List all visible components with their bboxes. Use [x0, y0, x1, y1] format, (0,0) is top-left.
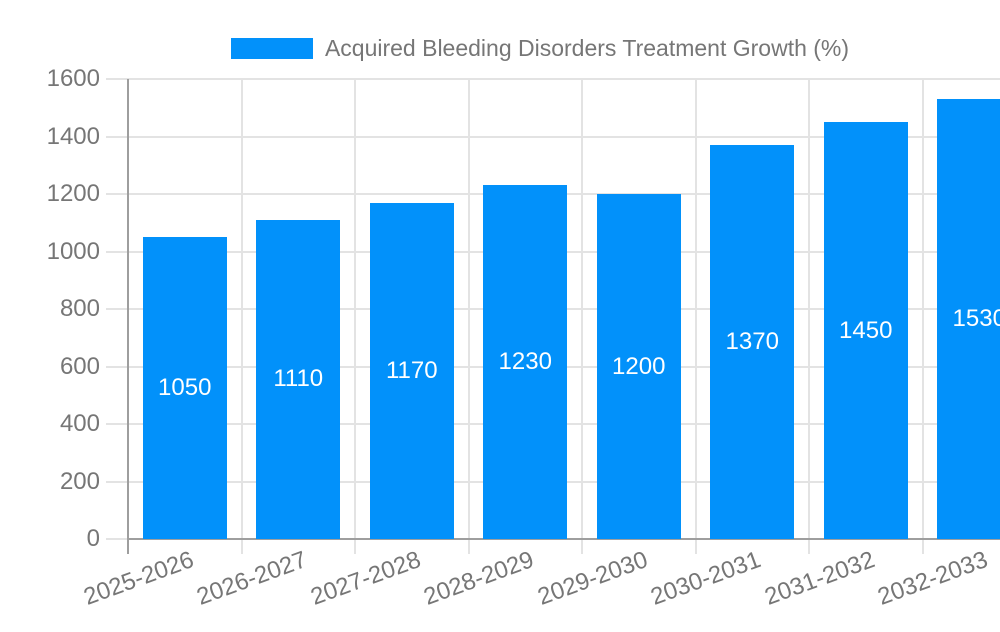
y-tick-label: 400: [59, 410, 100, 437]
bar-value-label: 1170: [385, 356, 438, 384]
y-tick-label: 800: [59, 295, 100, 322]
y-gridline: [106, 78, 1000, 80]
bar-value-label: 1200: [612, 352, 666, 380]
y-tick-label: 0: [86, 525, 100, 552]
y-tick-label: 1400: [46, 122, 100, 150]
y-tick-label: 600: [59, 352, 100, 380]
x-tick-label: 2025-2026: [80, 546, 198, 611]
plot-area: 0 200 400 600 800 1000 1200 1400 1600 1050 1110 117…: [40, 16, 1000, 616]
y-tick-label: 200: [59, 467, 100, 495]
bar-value-label: 1370: [725, 328, 779, 356]
bar: 1450: [823, 122, 908, 539]
x-tick-label: 2026-2027: [193, 546, 311, 611]
bar-value-label: 1450: [839, 316, 893, 344]
x-gridline: [921, 79, 924, 554]
bar: 1170: [369, 202, 454, 539]
x-tick-label: 2032-2033: [874, 546, 992, 611]
x-gridline: [581, 79, 583, 554]
y-tick-label: 1600: [46, 65, 100, 92]
bar-value-label: 1050: [158, 374, 212, 402]
y-gridline: [106, 135, 1000, 138]
y-axis-line: [127, 79, 129, 554]
bar: 1230: [483, 185, 568, 539]
chart-legend-item[interactable]: Acquired Bleeding Disorders Treatment Gr…: [40, 35, 1000, 61]
bar: 1370: [710, 145, 795, 539]
y-tick-label: 1000: [46, 237, 100, 265]
bar: 1050: [142, 237, 227, 539]
bar: 1110: [256, 219, 341, 539]
x-tick-label: 2031-2032: [761, 546, 879, 611]
x-tick-label: 2027-2028: [307, 546, 425, 611]
bar-chart: Acquired Bleeding Disorders Treatment Gr…: [40, 16, 1000, 616]
x-axis-line: [128, 538, 1000, 540]
bar: 1530: [937, 99, 1000, 539]
legend-label: Acquired Bleeding Disorders Treatment Gr…: [324, 35, 850, 61]
bar: 1200: [596, 194, 681, 539]
x-gridline: [240, 79, 243, 554]
x-tick-label: 2028-2029: [420, 546, 538, 611]
y-tick-label: 1200: [46, 180, 100, 207]
bar-value-label: 1230: [498, 348, 552, 376]
legend-swatch: [230, 38, 313, 60]
x-gridline: [467, 79, 470, 554]
x-tick-label: 2030-2031: [647, 546, 765, 611]
x-gridline: [354, 79, 356, 554]
bar-value-label: 1110: [273, 365, 324, 393]
bar-value-label: 1530: [952, 305, 1000, 333]
x-gridline: [808, 79, 810, 554]
x-gridline: [694, 79, 697, 554]
x-tick-label: 2029-2030: [534, 546, 652, 611]
